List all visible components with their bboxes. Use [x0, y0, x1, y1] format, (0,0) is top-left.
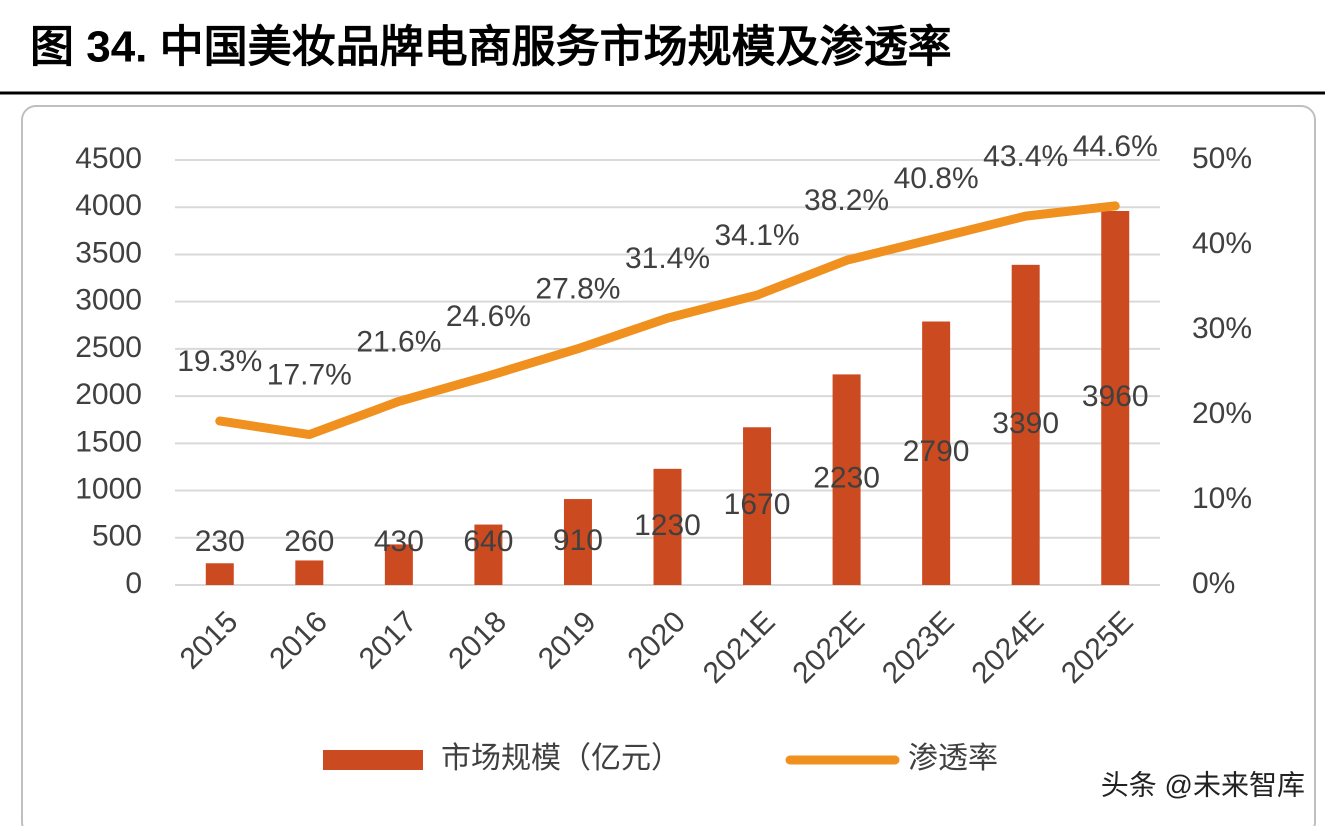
- y2-tick-label: 40%: [1192, 227, 1252, 260]
- bar: [205, 563, 234, 585]
- y2-tick-label: 20%: [1192, 397, 1252, 430]
- bar: [922, 321, 951, 585]
- line-value-label: 38.2%: [804, 184, 889, 217]
- x-tick-label: 2015: [174, 605, 245, 676]
- bar-value-label: 640: [463, 525, 513, 558]
- line-value-label: 27.8%: [535, 273, 620, 306]
- x-tick-label: 2020: [622, 605, 693, 676]
- bar-value-label: 1230: [634, 509, 701, 542]
- bar: [295, 560, 324, 585]
- bar: [563, 499, 592, 585]
- y2-tick-label: 10%: [1192, 482, 1252, 515]
- bar-value-label: 3960: [1082, 380, 1149, 413]
- bar: [1011, 264, 1040, 585]
- line-value-label: 21.6%: [356, 325, 441, 358]
- y-tick-label: 1500: [75, 425, 142, 458]
- legend-label: 渗透率: [908, 742, 998, 775]
- legend-swatch: [323, 750, 423, 770]
- bar-value-label: 2790: [903, 435, 970, 468]
- bar-value-label: 1670: [724, 488, 791, 521]
- bar-value-label: 3390: [992, 407, 1059, 440]
- bar-value-label: 260: [284, 525, 334, 558]
- bar: [743, 427, 772, 585]
- line-value-label: 44.6%: [1073, 130, 1158, 163]
- x-tick-label: 2023E: [876, 605, 961, 690]
- y-tick-label: 2000: [75, 378, 142, 411]
- x-tick-label: 2024E: [966, 605, 1051, 690]
- y2-tick-label: 30%: [1192, 312, 1252, 345]
- bar-value-label: 2230: [813, 462, 880, 495]
- bar-value-label: 430: [374, 525, 424, 558]
- x-tick-label: 2017: [353, 605, 424, 676]
- x-tick-label: 2025E: [1055, 605, 1140, 690]
- line-value-label: 24.6%: [446, 300, 531, 333]
- y2-tick-label: 0%: [1192, 567, 1235, 600]
- line-value-label: 31.4%: [625, 242, 710, 275]
- y2-tick-label: 50%: [1192, 142, 1252, 175]
- bar-value-label: 910: [553, 524, 603, 557]
- y-tick-label: 500: [92, 520, 142, 553]
- chart-frame: [21, 105, 1316, 831]
- chart-title: 图 34. 中国美妆品牌电商服务市场规模及渗透率: [30, 23, 952, 72]
- x-tick-label: 2018: [442, 605, 513, 676]
- bar: [653, 468, 682, 585]
- bar: [474, 524, 503, 585]
- line-value-label: 43.4%: [983, 140, 1068, 173]
- x-tick-label: 2022E: [786, 605, 871, 690]
- y-tick-label: 1000: [75, 472, 142, 505]
- y-tick-label: 3500: [75, 236, 142, 269]
- line-value-label: 19.3%: [177, 345, 262, 378]
- y-tick-label: 0: [125, 567, 142, 600]
- y-tick-label: 4500: [75, 142, 142, 175]
- watermark: 头条 @未来智库: [1101, 769, 1305, 800]
- x-tick-label: 2021E: [697, 605, 782, 690]
- bar-value-label: 230: [195, 525, 245, 558]
- bar: [832, 374, 861, 585]
- y-tick-label: 4000: [75, 189, 142, 222]
- x-tick-label: 2019: [532, 605, 603, 676]
- line-value-label: 40.8%: [894, 162, 979, 195]
- line-value-label: 17.7%: [267, 358, 352, 391]
- line-value-label: 34.1%: [715, 219, 800, 252]
- y-tick-label: 3000: [75, 284, 142, 317]
- y-tick-label: 2500: [75, 331, 142, 364]
- line: [215, 201, 1120, 440]
- bar: [1101, 211, 1130, 585]
- legend-label: 市场规模（亿元）: [441, 742, 681, 775]
- x-tick-label: 2016: [263, 605, 334, 676]
- bar: [384, 544, 413, 585]
